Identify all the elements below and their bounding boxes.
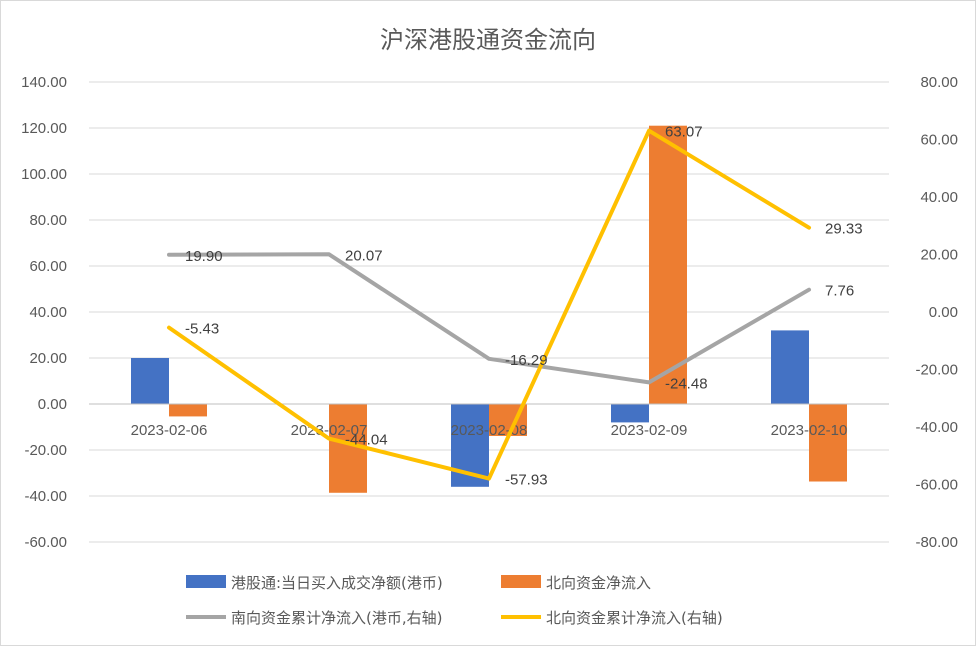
left-tick-label: 100.00 (21, 166, 67, 183)
category-label: 2023-02-09 (611, 422, 688, 439)
legend-label: 北向资金累计净流入(右轴) (546, 609, 723, 627)
bar-marks (131, 125, 847, 493)
left-tick-label: -60.00 (24, 534, 67, 551)
left-tick-label: -40.00 (24, 488, 67, 505)
category-labels: 2023-02-06 2023-02-07 2023-02-08 2023-02-09… (131, 422, 848, 439)
bar (169, 404, 207, 417)
right-axis-ticks: 80.00 60.00 40.00 20.00 0.00 -20.00 -40.00 -60.… (915, 74, 958, 551)
right-tick-label: -80.00 (915, 534, 958, 551)
data-label: -5.43 (185, 321, 219, 338)
bar (809, 404, 847, 482)
right-tick-label: 20.00 (920, 247, 958, 264)
right-tick-label: -60.00 (915, 477, 958, 494)
bar (771, 330, 809, 404)
data-label: -24.48 (665, 375, 708, 392)
data-label: 20.07 (345, 247, 383, 264)
bar (611, 404, 649, 423)
legend-label: 北向资金净流入 (546, 574, 651, 592)
legend-label: 港股通:当日买入成交净额(港币) (231, 574, 443, 592)
legend-label: 南向资金累计净流入(港币,右轴) (231, 609, 442, 627)
line-marks (167, 128, 811, 481)
right-tick-label: 0.00 (929, 304, 958, 321)
left-tick-label: 140.00 (21, 74, 67, 91)
legend-swatch (186, 575, 226, 588)
data-label: -57.93 (505, 472, 548, 489)
series-line (167, 252, 811, 385)
data-label: -44.04 (345, 432, 388, 449)
left-tick-label: 20.00 (29, 350, 67, 367)
category-label: 2023-02-10 (771, 422, 848, 439)
right-tick-label: -20.00 (915, 362, 958, 379)
left-tick-label: 40.00 (29, 304, 67, 321)
data-label: 7.76 (825, 283, 854, 300)
data-label: -16.29 (505, 352, 548, 369)
left-tick-label: 60.00 (29, 258, 67, 275)
left-tick-label: 80.00 (29, 212, 67, 229)
right-tick-label: 60.00 (920, 132, 958, 149)
data-label: 19.90 (185, 248, 223, 265)
chart-title: 沪深港股通资金流向 (380, 26, 596, 54)
legend-swatch (501, 575, 541, 588)
right-tick-label: 80.00 (920, 74, 958, 91)
data-label: 29.33 (825, 221, 863, 238)
right-tick-label: 40.00 (920, 189, 958, 206)
left-tick-label: -20.00 (24, 442, 67, 459)
data-labels: 19.90 20.07 -16.29 -24.48 7.76 -5.43 -44.04 -57… (185, 124, 863, 489)
bar (131, 358, 169, 404)
left-axis-ticks: 140.00 120.00 100.00 80.00 60.00 40.00 20.00 0.… (21, 74, 67, 551)
category-label: 2023-02-06 (131, 422, 208, 439)
left-tick-label: 0.00 (38, 396, 67, 413)
series-line (167, 128, 811, 481)
data-label: 63.07 (665, 124, 703, 141)
right-tick-label: -40.00 (915, 419, 958, 436)
bar (649, 125, 687, 404)
left-tick-label: 120.00 (21, 120, 67, 137)
